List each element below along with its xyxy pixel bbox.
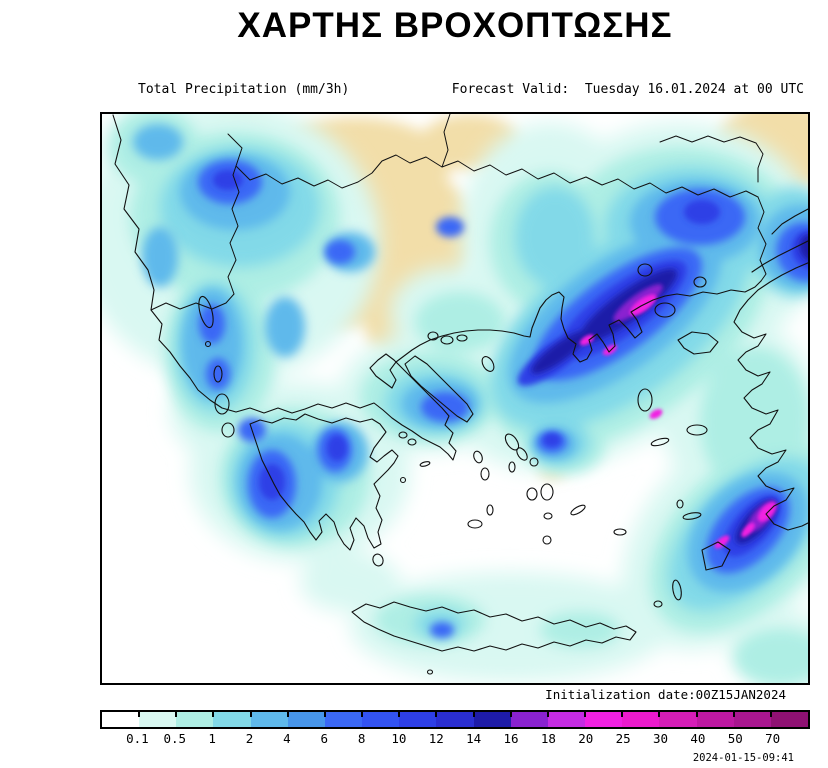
legend-segment bbox=[547, 712, 586, 727]
marmara-coast bbox=[771, 207, 810, 235]
creation-timestamp: 2024-01-15-09:41 bbox=[692, 752, 794, 764]
legend-segment bbox=[213, 712, 251, 727]
legend-label: 0.5 bbox=[163, 731, 187, 746]
gallipoli-coast bbox=[751, 239, 810, 273]
map-border bbox=[100, 112, 810, 685]
legend-label: 2 bbox=[245, 731, 254, 746]
legend-label: 12 bbox=[428, 731, 444, 746]
legend-segment bbox=[510, 712, 548, 727]
legend-label: 4 bbox=[283, 731, 291, 746]
islands bbox=[198, 263, 708, 675]
legend-segment bbox=[250, 712, 288, 727]
legend-segment bbox=[622, 712, 660, 727]
legend-tick bbox=[249, 712, 252, 717]
legend-label: 8 bbox=[357, 731, 366, 746]
lesbos-coast bbox=[677, 331, 719, 355]
legend-label: 20 bbox=[578, 731, 594, 746]
legend-segment bbox=[659, 712, 697, 727]
legend-tick bbox=[175, 712, 178, 717]
legend-tick bbox=[398, 712, 401, 717]
forecast-valid-label: Forecast Valid: Tuesday 16.01.2024 at 00… bbox=[451, 82, 804, 97]
legend-label: 1 bbox=[208, 731, 216, 746]
legend-segment bbox=[696, 712, 734, 727]
map-header: Total Precipitation (mm/3h) Forecast Val… bbox=[100, 82, 810, 97]
legend-tick bbox=[286, 712, 289, 717]
country-borders bbox=[150, 113, 767, 311]
legend-segment bbox=[324, 712, 363, 727]
legend-segment bbox=[362, 712, 400, 727]
legend-segment bbox=[473, 712, 511, 727]
turkish-coast bbox=[733, 261, 810, 531]
legend-tick bbox=[323, 712, 326, 717]
legend-tick bbox=[695, 712, 698, 717]
legend-label: 14 bbox=[466, 731, 482, 746]
legend-label: 16 bbox=[503, 731, 519, 746]
precipitation-map bbox=[100, 112, 810, 685]
legend-tick bbox=[732, 712, 735, 717]
legend-tick bbox=[509, 712, 512, 717]
legend-segment bbox=[176, 712, 214, 727]
legend-tick bbox=[435, 712, 438, 717]
coastlines bbox=[112, 114, 810, 652]
legend-segment bbox=[585, 712, 623, 727]
legend-label: 30 bbox=[652, 731, 669, 746]
legend-bar bbox=[100, 710, 810, 729]
map-frame bbox=[100, 112, 810, 685]
legend-tick bbox=[769, 712, 772, 717]
legend-segment bbox=[399, 712, 437, 727]
legend-tick bbox=[584, 712, 587, 717]
legend-label: 18 bbox=[540, 731, 556, 746]
legend-label: 25 bbox=[615, 731, 631, 746]
initialization-label: Initialization date:00Z15JAN2024 bbox=[545, 687, 786, 702]
page-title: ΧΑΡΤΗΣ ΒΡΟΧΟΠΤΩΣΗΣ bbox=[237, 6, 673, 45]
legend-label: 40 bbox=[690, 731, 706, 746]
legend-tick bbox=[212, 712, 215, 717]
legend-tick bbox=[621, 712, 624, 717]
legend-segment bbox=[770, 712, 808, 727]
legend-label: 0.1 bbox=[126, 731, 149, 746]
legend-segment bbox=[287, 712, 325, 727]
legend-segment bbox=[102, 712, 140, 727]
legend-tick bbox=[138, 712, 141, 717]
legend-segment bbox=[139, 712, 177, 727]
legend-label: 6 bbox=[320, 731, 328, 746]
rhodes-coast bbox=[701, 541, 731, 571]
variable-label: Total Precipitation (mm/3h) bbox=[138, 82, 350, 97]
legend-label: 10 bbox=[391, 731, 407, 746]
legend-tick bbox=[361, 712, 364, 717]
legend-segment bbox=[733, 712, 771, 727]
legend-tick bbox=[472, 712, 475, 717]
legend-tick bbox=[658, 712, 661, 717]
legend-tick bbox=[546, 712, 549, 717]
euboea-coast bbox=[404, 355, 474, 423]
legend-segment bbox=[436, 712, 474, 727]
legend-label: 50 bbox=[727, 731, 743, 746]
crete-coast bbox=[351, 601, 637, 652]
legend-label: 70 bbox=[765, 731, 781, 746]
legend-labels: 0.1 0.5 1 2 4 6 8 10 12 14 16 18 20 25 30 40 50 70 bbox=[100, 731, 810, 747]
mainland-greece-coast bbox=[112, 114, 762, 461]
peloponnese-coast bbox=[249, 413, 399, 551]
